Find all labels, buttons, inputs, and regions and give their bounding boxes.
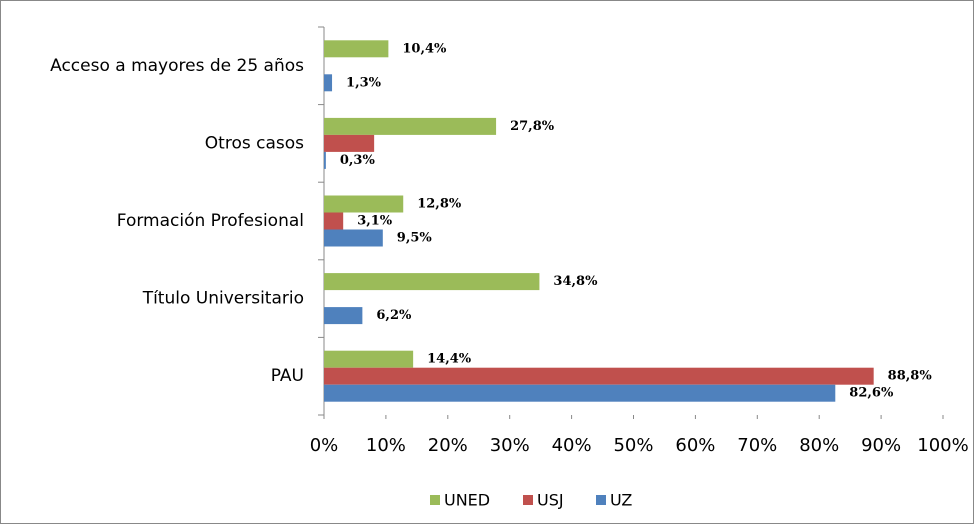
legend-label: UNED [444, 491, 490, 510]
y-tick-label: Título Universitario [142, 289, 304, 309]
x-tick-label: 0% [310, 435, 339, 456]
x-tick-label: 20% [428, 435, 468, 456]
x-tick-label: 10% [366, 435, 406, 456]
legend-swatch [596, 495, 606, 505]
y-tick-label: PAU [271, 366, 304, 386]
value-label: 3,1% [357, 214, 393, 229]
value-label: 14,4% [427, 352, 472, 367]
x-tick-label: 50% [613, 435, 653, 456]
value-label: 34,8% [553, 274, 598, 289]
bar [324, 273, 540, 291]
legend-swatch [523, 495, 533, 505]
bar [324, 117, 497, 135]
x-tick-label: 90% [861, 435, 901, 456]
bar [324, 350, 414, 368]
value-label: 1,3% [346, 75, 382, 90]
bar [324, 151, 326, 169]
legend-label: UZ [610, 491, 632, 510]
value-label: 9,5% [397, 231, 433, 246]
value-label: 10,4% [402, 41, 447, 56]
bar [324, 74, 333, 92]
x-tick-label: 80% [799, 435, 839, 456]
value-label: 88,8% [888, 369, 933, 384]
bar [324, 195, 404, 213]
x-tick-label: 30% [490, 435, 530, 456]
bar [324, 40, 389, 58]
legend-swatch [430, 495, 440, 505]
value-label: 12,8% [417, 197, 462, 212]
bar [324, 384, 836, 402]
bar [324, 134, 375, 152]
y-tick-label: Formación Profesional [117, 211, 304, 231]
x-tick-label: 100% [917, 435, 968, 456]
legend-label: USJ [537, 491, 564, 510]
value-label: 82,6% [849, 386, 894, 401]
bar [324, 307, 363, 325]
bar [324, 212, 344, 230]
y-tick-label: Otros casos [205, 133, 304, 153]
x-tick-label: 40% [552, 435, 592, 456]
bar [324, 229, 383, 247]
x-tick-label: 60% [675, 435, 715, 456]
value-label: 27,8% [510, 119, 555, 134]
value-label: 6,2% [376, 308, 412, 323]
x-tick-label: 70% [737, 435, 777, 456]
y-tick-label: Acceso a mayores de 25 años [50, 56, 304, 76]
bar [324, 367, 874, 385]
value-label: 0,3% [340, 153, 376, 168]
